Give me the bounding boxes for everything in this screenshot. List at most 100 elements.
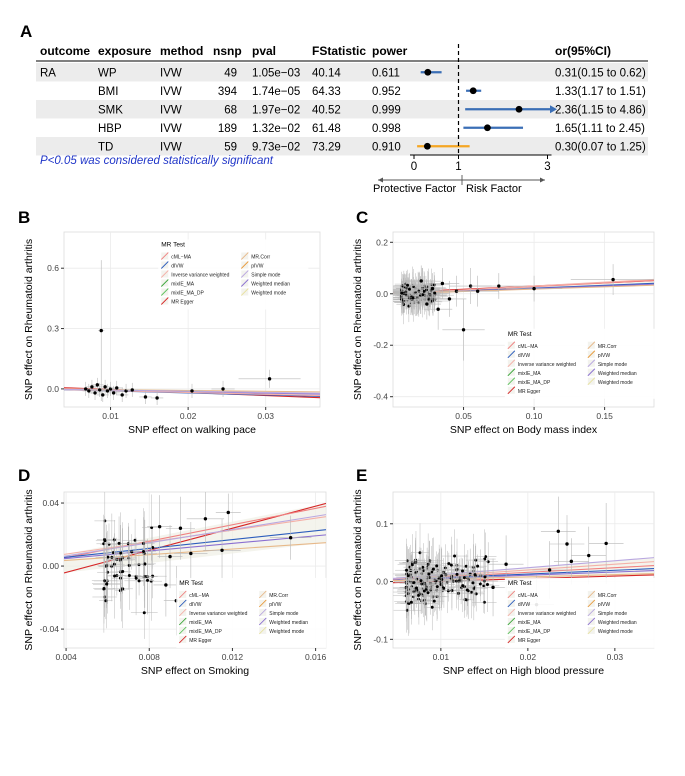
- legend-entry: mixIE_MA: [189, 620, 212, 626]
- data-point: [101, 393, 105, 397]
- column-header: nsnp: [213, 44, 242, 58]
- data-point: [476, 564, 480, 568]
- y-tick-label: 0.1: [376, 519, 388, 529]
- cell-or-ci: 0.30(0.07 to 1.25): [555, 141, 646, 153]
- legend-bg: [504, 328, 655, 399]
- legend-entry: Simple mode: [598, 362, 627, 368]
- data-point: [410, 563, 414, 567]
- legend-entry: mixIE_MA_DP: [518, 629, 551, 635]
- legend-swatch: [587, 341, 596, 350]
- legend-entry: cML−MA: [518, 344, 539, 350]
- data-point: [425, 302, 429, 306]
- column-header: exposure: [98, 44, 152, 58]
- x-tick-label: 0.01: [102, 411, 119, 421]
- data-point: [119, 551, 123, 555]
- legend-entry: Weighted mode: [598, 380, 633, 386]
- data-point: [461, 328, 466, 332]
- plot-content: [393, 264, 654, 361]
- cell-pval: 9.73e−02: [252, 141, 300, 153]
- data-point: [400, 291, 404, 295]
- panel-label-e: E: [356, 466, 367, 485]
- point-estimate: [423, 142, 431, 150]
- data-point: [482, 600, 486, 604]
- legend-title: MR Test: [508, 580, 532, 587]
- cell-power: 0.999: [372, 104, 401, 116]
- data-point: [102, 586, 106, 590]
- data-point: [421, 569, 425, 573]
- y-tick-label: 0.2: [376, 237, 388, 247]
- y-tick-label: -0.2: [373, 340, 388, 350]
- data-point: [164, 583, 168, 587]
- legend-entry: Inverse variance weighted: [189, 611, 247, 617]
- data-point: [439, 582, 443, 586]
- legend-swatch: [178, 599, 187, 608]
- data-point: [454, 289, 459, 293]
- legend-entry: MR.Corr: [269, 593, 288, 599]
- legend-entry: MR Egger: [171, 300, 194, 306]
- data-point: [406, 601, 410, 605]
- cell-nsnp: 59: [224, 141, 237, 153]
- x-axis-label: SNP effect on Body mass index: [450, 424, 598, 436]
- legend-entry: Simple mode: [251, 273, 280, 279]
- column-header: outcome: [40, 44, 90, 58]
- cell-or-ci: 0.31(0.15 to 0.62): [555, 67, 646, 79]
- legend-swatch: [507, 626, 516, 635]
- y-axis-label: SNP effect on Rheumatoid arthritis: [352, 239, 364, 400]
- legend: MR Test cML−MA dIVW Inverse variance weight…: [504, 328, 655, 399]
- forest-plot-panel: A outcome exposure method nsnp pval FStatisti…: [20, 22, 648, 195]
- x-tick-label: 0.05: [455, 411, 472, 421]
- legend-swatch: [507, 386, 516, 395]
- legend-swatch: [587, 359, 596, 368]
- data-point: [474, 558, 478, 562]
- data-point: [462, 576, 466, 580]
- cell-power: 0.952: [372, 86, 401, 98]
- legend-title: MR Test: [179, 580, 203, 587]
- data-point: [157, 524, 162, 529]
- legend-swatch: [178, 635, 187, 644]
- data-point: [482, 584, 486, 588]
- data-point: [504, 562, 508, 566]
- legend-swatch: [507, 617, 516, 626]
- data-point: [422, 589, 426, 593]
- data-point: [421, 565, 425, 569]
- column-header: method: [160, 44, 203, 58]
- panel-label-a: A: [20, 22, 32, 41]
- data-point: [587, 553, 591, 558]
- legend-swatch: [507, 368, 516, 377]
- legend-entry: Inverse variance weighted: [171, 273, 229, 279]
- data-point: [412, 581, 416, 585]
- data-point: [483, 575, 487, 579]
- point-estimate: [424, 68, 432, 76]
- column-header: pval: [252, 44, 276, 58]
- legend-entry: dIVW: [518, 602, 531, 608]
- y-tick-label: 0.3: [47, 324, 59, 334]
- legend-swatch: [507, 377, 516, 386]
- x-tick-label: 0.02: [180, 411, 197, 421]
- data-point: [461, 569, 465, 573]
- legend-swatch: [507, 350, 516, 359]
- legend-swatch: [160, 288, 169, 296]
- data-point: [427, 572, 431, 576]
- legend-swatch: [507, 635, 516, 644]
- data-point: [420, 582, 424, 586]
- data-point: [426, 591, 430, 595]
- data-point: [430, 605, 434, 609]
- legend-swatch: [178, 617, 187, 626]
- y-tick-label: -0.04: [40, 624, 60, 634]
- legend: MR Test cML−MA dIVW Inverse variance weight…: [504, 577, 655, 648]
- legend-entry: pIVW: [598, 353, 611, 359]
- cell-nsnp: 68: [224, 104, 237, 116]
- data-point: [465, 598, 469, 602]
- y-tick-label: 0.04: [42, 498, 59, 508]
- data-point: [226, 510, 230, 515]
- legend: MR Test cML−MA dIVW Inverse variance weight…: [176, 577, 327, 648]
- data-point: [143, 562, 147, 566]
- data-point: [87, 389, 91, 393]
- cell-method: IVW: [160, 104, 182, 116]
- forest-tick-label: 1: [455, 161, 461, 173]
- legend-swatch: [587, 368, 596, 377]
- plot-content: [64, 260, 320, 405]
- column-header: or(95%CI): [555, 44, 611, 58]
- data-point: [419, 279, 423, 283]
